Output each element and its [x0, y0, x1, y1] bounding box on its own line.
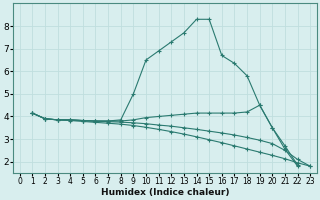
X-axis label: Humidex (Indice chaleur): Humidex (Indice chaleur): [101, 188, 229, 197]
